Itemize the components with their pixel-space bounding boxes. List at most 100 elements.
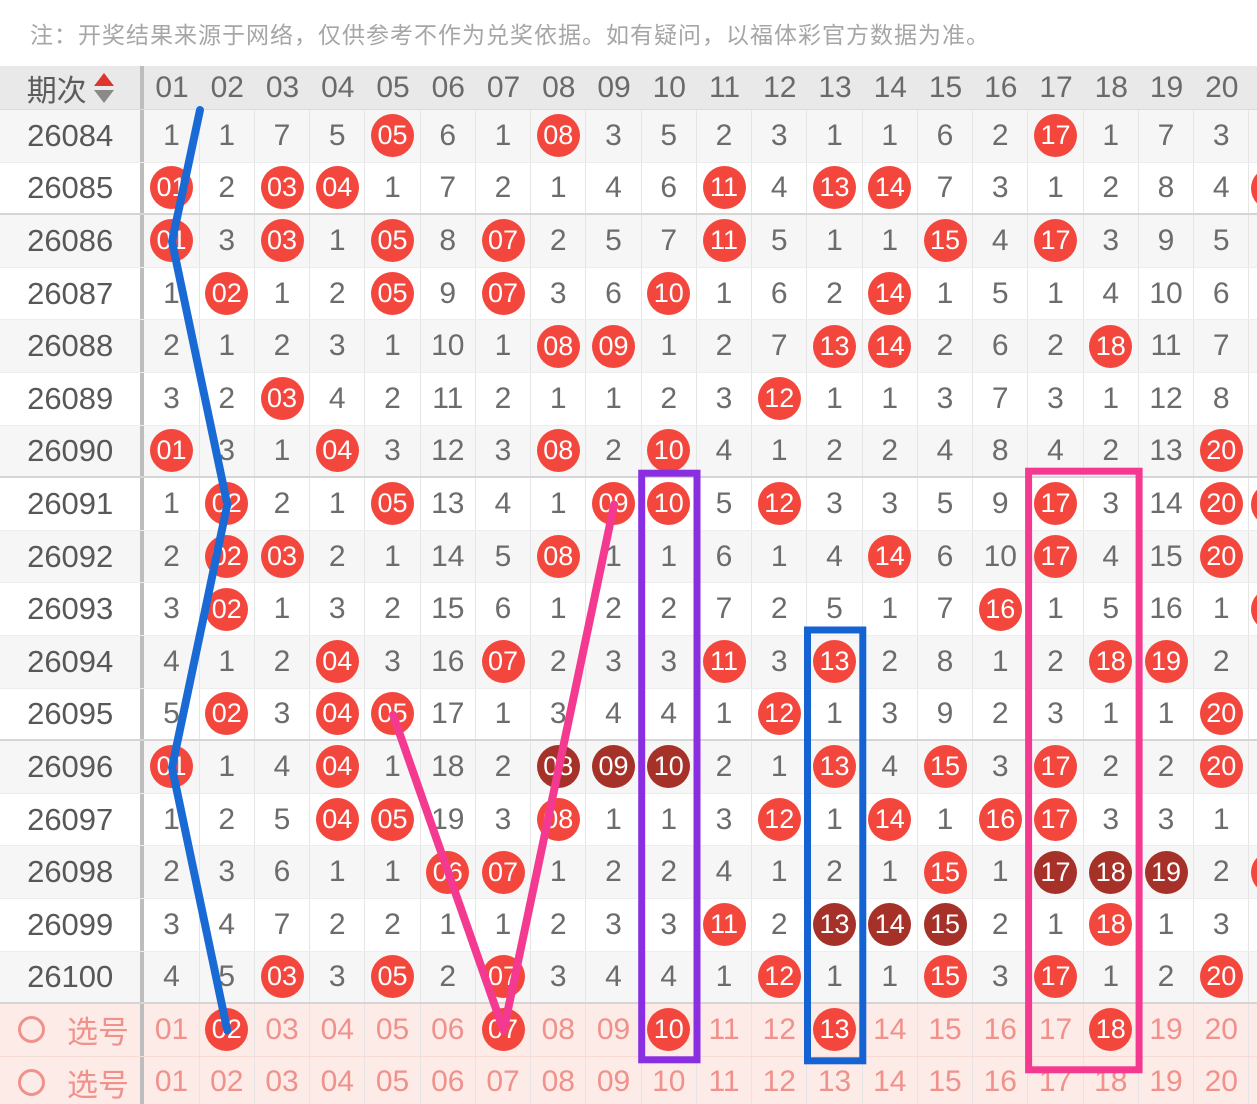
miss-count: 1	[218, 329, 236, 363]
pick-cell-07[interactable]: 07	[476, 1056, 532, 1104]
cell-26095-09: 4	[586, 688, 642, 740]
pick-cell-04[interactable]: 04	[310, 1004, 366, 1056]
pick-cell-20[interactable]: 20	[1194, 1056, 1250, 1104]
period-value: 26085	[27, 169, 114, 205]
pick-cell-15[interactable]: 15	[918, 1004, 974, 1056]
cell-26085-12: 4	[752, 162, 808, 214]
pick-cell-20[interactable]: 20	[1194, 1004, 1250, 1056]
pick-cell-03[interactable]: 03	[255, 1056, 311, 1104]
pick-cell-11[interactable]: 11	[697, 1056, 753, 1104]
pick-cell-09[interactable]: 09	[586, 1004, 642, 1056]
cell-26097-16: 16	[973, 793, 1029, 846]
miss-count: 4	[1047, 433, 1064, 467]
cell-26093-16: 16	[973, 583, 1029, 635]
pick-cell-08[interactable]: 08	[531, 1004, 587, 1056]
cell-26086-18: 3	[1084, 215, 1139, 267]
pick-cell-10[interactable]: 10	[642, 1004, 697, 1056]
cell-26100-14: 1	[863, 951, 918, 1003]
column-header-19: 19	[1149, 70, 1184, 104]
column-header-12: 12	[763, 70, 797, 104]
cell-26098-09: 2	[586, 846, 642, 898]
pick-cell-17[interactable]: 17	[1028, 1004, 1084, 1056]
cell-26092-18: 4	[1084, 530, 1139, 583]
pick-cell-18[interactable]: 18	[1084, 1004, 1139, 1056]
miss-count: 14	[1149, 486, 1183, 520]
pick-cell-12[interactable]: 12	[752, 1056, 808, 1104]
cell-26088-17: 2	[1028, 320, 1084, 372]
pick-cell-16[interactable]: 16	[973, 1004, 1029, 1056]
pick-cell-08[interactable]: 08	[531, 1056, 587, 1104]
pick-cell-11[interactable]: 11	[697, 1004, 753, 1056]
pick-cell-03[interactable]: 03	[255, 1004, 311, 1056]
cell-26085-19: 8	[1139, 162, 1195, 214]
miss-count: 1	[384, 539, 401, 573]
cell-26091-04: 1	[310, 478, 366, 530]
selection-toggle[interactable]: 选号	[0, 1060, 140, 1104]
pick-cell-13[interactable]: 13	[807, 1004, 863, 1056]
drawn-ball: 16	[978, 798, 1022, 842]
drawn-ball: 20	[1199, 692, 1243, 736]
pick-cell-05[interactable]: 05	[365, 1056, 421, 1104]
pick-cell-19[interactable]: 19	[1139, 1004, 1195, 1056]
cell-26100-17: 17	[1028, 951, 1084, 1003]
cell-26097-07: 3	[476, 793, 532, 846]
pick-number: 03	[265, 1012, 299, 1046]
cell-26095-11: 1	[697, 688, 753, 740]
selection-circle-icon[interactable]	[18, 1068, 45, 1096]
pick-cell-17[interactable]: 17	[1028, 1056, 1084, 1104]
cell-26089-12: 12	[752, 372, 808, 425]
cell-26095-02: 02	[200, 688, 255, 740]
column-header-11: 11	[708, 70, 741, 104]
pick-cell-06[interactable]: 06	[421, 1056, 476, 1104]
pick-cell-19[interactable]: 19	[1139, 1056, 1195, 1104]
header-row: 期次 01 02 03 04 05 06 07 08 09 10 11 12 13 14 15 16 17 18 19…	[0, 66, 1257, 110]
period-column-header[interactable]: 期次	[0, 66, 145, 109]
pick-cell-13[interactable]: 13	[807, 1056, 863, 1104]
miss-count: 15	[1149, 539, 1183, 573]
cell-26094-14: 2	[863, 635, 918, 688]
miss-count: 2	[991, 696, 1009, 730]
cell-26096-19: 2	[1139, 741, 1195, 793]
cell-26093-08: 1	[531, 583, 587, 635]
cell-26086-05: 05	[365, 215, 421, 267]
cell-26085-03: 03	[255, 162, 311, 214]
pick-cell-09[interactable]: 09	[586, 1056, 642, 1104]
pick-cell-04[interactable]: 04	[310, 1056, 366, 1104]
miss-count: 1	[1157, 696, 1175, 730]
miss-count: 6	[991, 329, 1009, 363]
cell-26088-06: 10	[421, 320, 476, 372]
cell-26091-05: 05	[365, 478, 421, 530]
pick-cell-14[interactable]: 14	[863, 1056, 918, 1104]
miss-count: 5	[605, 223, 622, 257]
pick-cell-02[interactable]: 02	[200, 1056, 255, 1104]
cell-26086-20: 5	[1194, 215, 1250, 267]
pick-cell-01[interactable]: 01	[144, 1056, 200, 1104]
cell-26087-05: 05	[365, 267, 421, 320]
pick-cell-15[interactable]: 15	[918, 1056, 974, 1104]
pick-cell-10[interactable]: 10	[642, 1056, 697, 1104]
miss-count: 3	[881, 486, 899, 520]
miss-count: 1	[991, 855, 1009, 889]
miss-count: 3	[218, 433, 236, 467]
pick-cell-01[interactable]: 01	[144, 1004, 200, 1056]
pick-cell-12[interactable]: 12	[752, 1004, 808, 1056]
pick-cell-02[interactable]: 02	[200, 1004, 255, 1056]
miss-count: 3	[1157, 802, 1175, 836]
pick-cell-05[interactable]: 05	[365, 1004, 421, 1056]
miss-count: 2	[549, 907, 567, 941]
selection-circle-icon[interactable]	[18, 1016, 45, 1044]
miss-count: 5	[1212, 223, 1230, 257]
pick-cell-16[interactable]: 16	[973, 1056, 1029, 1104]
miss-count: 2	[660, 381, 678, 415]
miss-count: 3	[218, 223, 236, 257]
selection-toggle[interactable]: 选号	[0, 1007, 140, 1052]
cell-26089-19: 12	[1139, 372, 1195, 425]
drawn-ball: 13	[813, 166, 857, 210]
pick-cell-07[interactable]: 07	[476, 1004, 532, 1056]
cell-26097-12: 12	[752, 793, 808, 846]
pick-cell-06[interactable]: 06	[421, 1004, 476, 1056]
cell-26084-02: 1	[200, 110, 255, 162]
sort-icon[interactable]	[93, 72, 114, 103]
pick-cell-14[interactable]: 14	[863, 1004, 918, 1056]
pick-cell-18[interactable]: 18	[1084, 1056, 1139, 1104]
